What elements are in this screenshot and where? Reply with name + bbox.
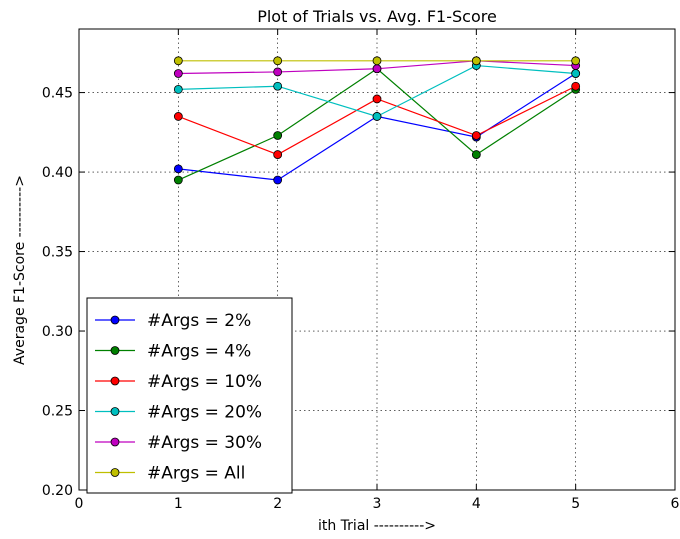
x-tick-label: 1 bbox=[174, 496, 183, 512]
x-axis-label: ith Trial ----------> bbox=[318, 518, 436, 534]
legend-entry: #Args = 2% bbox=[95, 311, 251, 331]
data-point bbox=[471, 131, 481, 140]
y-tick-label: 0.35 bbox=[42, 245, 73, 261]
legend-box bbox=[86, 297, 293, 494]
y-tick-label: 0.40 bbox=[42, 165, 73, 181]
data-point bbox=[372, 64, 382, 74]
axis-ticks: 0 1 2 3 4 5 6 0.20 0.25 0.30 0.35 0.40 0.45 bbox=[42, 29, 680, 512]
series-3 bbox=[173, 81, 581, 159]
legend-marker bbox=[110, 315, 120, 325]
legend-entry: #Args = 10% bbox=[95, 372, 262, 392]
data-point bbox=[273, 131, 283, 140]
data-point bbox=[372, 112, 382, 121]
data-point bbox=[273, 150, 283, 159]
chart-title: Plot of Trials vs. Avg. F1-Score bbox=[257, 7, 497, 26]
legend-entry: #Args = All bbox=[95, 464, 245, 484]
data-point bbox=[173, 112, 183, 121]
series-6 bbox=[173, 56, 581, 66]
y-tick-label: 0.45 bbox=[42, 86, 73, 102]
data-point bbox=[173, 56, 183, 66]
data-point bbox=[372, 94, 382, 104]
legend-marker bbox=[110, 346, 120, 355]
legend: #Args = 2% #Args = 4% #Args = 10% #Args = 2… bbox=[86, 297, 293, 494]
y-tick-label: 0.30 bbox=[42, 324, 73, 340]
legend-entry: #Args = 30% bbox=[95, 433, 262, 453]
y-tick-label: 0.25 bbox=[42, 404, 73, 420]
legend-label: #Args = 4% bbox=[147, 342, 251, 362]
data-point bbox=[471, 150, 481, 159]
data-point bbox=[571, 56, 581, 66]
x-tick-label: 5 bbox=[571, 496, 580, 512]
y-axis-label: Average F1-Score ----------> bbox=[12, 175, 28, 365]
legend-label: #Args = 2% bbox=[147, 311, 251, 331]
data-point bbox=[372, 56, 382, 66]
legend-entry: #Args = 4% bbox=[95, 342, 251, 362]
legend-marker bbox=[110, 376, 120, 386]
data-point bbox=[273, 175, 283, 185]
y-tick-label: 0.20 bbox=[42, 483, 73, 499]
data-point bbox=[173, 164, 183, 174]
series-line bbox=[178, 64, 576, 118]
legend-entry: #Args = 20% bbox=[95, 403, 262, 423]
data-point bbox=[571, 81, 581, 91]
legend-label: #Args = 10% bbox=[147, 372, 262, 392]
x-tick-label: 0 bbox=[75, 496, 84, 512]
x-tick-label: 2 bbox=[273, 496, 282, 512]
series-group bbox=[173, 56, 581, 185]
data-point bbox=[273, 81, 283, 91]
legend-marker bbox=[110, 468, 120, 477]
data-point bbox=[173, 85, 183, 94]
data-point bbox=[173, 175, 183, 185]
legend-marker bbox=[110, 437, 120, 447]
data-point bbox=[471, 56, 481, 66]
legend-label: #Args = All bbox=[147, 464, 245, 484]
x-tick-label: 3 bbox=[373, 496, 382, 512]
legend-label: #Args = 20% bbox=[147, 403, 262, 423]
legend-label: #Args = 30% bbox=[147, 433, 262, 453]
x-tick-label: 6 bbox=[671, 496, 680, 512]
data-point bbox=[571, 69, 581, 78]
x-tick-label: 4 bbox=[472, 496, 481, 512]
data-point bbox=[173, 69, 183, 78]
data-point bbox=[273, 56, 283, 66]
data-point bbox=[273, 67, 283, 77]
legend-marker bbox=[110, 407, 120, 416]
